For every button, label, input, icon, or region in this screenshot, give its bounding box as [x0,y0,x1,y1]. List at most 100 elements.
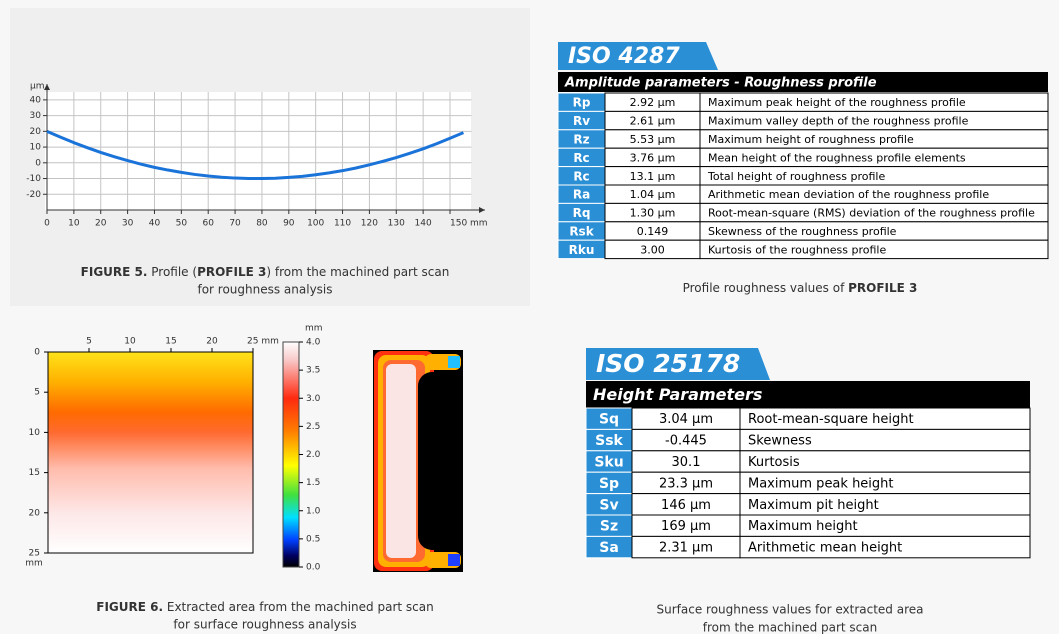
y-tick-label: -10 [26,174,41,184]
y-tick-label: 20 [29,508,41,518]
x-tick-label: 20 [95,219,107,229]
parameter-description: Maximum valley depth of the roughness pr… [708,115,969,128]
y-tick-label: 25 [29,549,40,559]
figure-caption: FIGURE 5. Profile (PROFILE 3) from the m… [81,265,450,279]
parameter-value: 3.00 [640,243,665,256]
colorbar-tick-label: 2.0 [306,450,321,460]
render-face [386,364,416,558]
parameter-value: 2.92 µm [630,96,676,109]
colorbar-tick-label: 4.0 [306,338,321,348]
parameter-symbol: Ssk [595,433,623,449]
y-tick-label: 10 [29,428,41,438]
x-tick-label: 120 [361,219,378,229]
parameter-symbol: Rq [573,206,591,220]
y-tick-label: 0 [35,158,41,168]
table-header: Amplitude parameters - Roughness profile [564,76,877,91]
table-caption: from the machined part scan [703,621,877,634]
parameter-value: 1.30 µm [630,207,676,220]
parameter-description: Total height of roughness profile [707,170,885,183]
parameter-symbol: Sv [599,497,618,513]
x-tick-label: 60 [202,219,214,229]
parameter-description: Maximum peak height [748,476,894,491]
parameter-description: Root-mean-square (RMS) deviation of the … [708,207,1035,220]
parameter-value: 146 µm [661,498,711,513]
parameter-symbol: Sku [594,455,623,471]
parameter-description: Skewness [748,434,812,449]
height-map [48,352,253,553]
parameter-description: Arithmetic mean deviation of the roughne… [708,188,989,201]
x-tick-label: 130 [388,219,405,229]
parameter-symbol: Sz [600,519,618,535]
parameter-symbol: Rc [573,151,589,165]
y-tick-label: 0 [34,348,40,358]
y-tick-label: 5 [34,388,40,398]
colorbar-tick-label: 3.5 [306,366,320,376]
parameter-description: Maximum pit height [748,498,879,513]
table-tab-label: ISO 4287 [568,44,680,69]
page-canvas: FIGURE 5. Profile (PROFILE 3) from the m… [0,0,1059,634]
x-tick-label: 110 [334,219,351,229]
parameter-description: Kurtosis [748,455,800,470]
parameter-description: Kurtosis of the roughness profile [708,243,886,256]
x-tick-label: 40 [149,219,161,229]
render-hole [418,372,462,550]
render-edge [448,356,460,368]
x-tick-label: 25 mm [247,337,279,347]
y-unit: mm [25,559,43,569]
colorbar-tick-label: 0.0 [306,563,321,573]
parameter-description: Root-mean-square height [748,412,914,427]
parameter-value: 5.53 µm [630,133,676,146]
caption-text: Profile roughness values of [683,281,849,295]
y-tick-label: 10 [30,143,42,153]
x-tick-label: 10 [124,337,136,347]
x-tick-label: 70 [229,219,241,229]
caption-line: for surface roughness analysis [173,618,356,632]
y-tick-label: 30 [30,111,42,121]
colorbar-unit: mm [305,324,323,334]
colorbar-tick-label: 1.0 [306,506,321,516]
caption-line: for roughness analysis [197,283,332,297]
parameter-value: 2.61 µm [630,115,676,128]
caption-text: ) from the machined part scan [266,265,449,279]
parameter-value: 13.1 µm [630,170,676,183]
caption-bold: PROFILE 3 [848,281,917,295]
caption-text: Extracted area from the machined part sc… [163,600,434,614]
x-tick-label: 80 [256,219,268,229]
x-tick-label: 50 [176,219,188,229]
parameter-value: 0.149 [637,225,669,238]
parameter-symbol: Rc [573,169,589,183]
table-caption: Surface roughness values for extracted a… [657,603,924,617]
parameter-value: 2.31 µm [659,541,713,556]
parameter-symbol: Rku [569,243,595,257]
table-header: Height Parameters [593,385,762,404]
y-tick-label: -20 [26,190,41,200]
x-tick-label: 5 [86,337,92,347]
x-tick-label: 15 [165,337,176,347]
y-tick-label: 20 [30,127,42,137]
parameter-value: 1.04 µm [630,188,676,201]
x-tick-label: 90 [283,219,295,229]
y-unit: µm [30,82,45,92]
caption-bold: PROFILE 3 [197,265,266,279]
parameter-description: Maximum height [748,519,858,534]
render-edge [448,554,460,566]
y-tick-label: 15 [29,468,40,478]
caption-label: FIGURE 5. [81,265,148,279]
x-tick-label: 10 [68,219,80,229]
parameter-description: Skewness of the roughness profile [708,225,897,238]
x-tick-label: 20 [206,337,218,347]
parameter-symbol: Rp [573,96,591,110]
colorbar-tick-label: 0.5 [306,534,320,544]
caption-label: FIGURE 6. [96,600,163,614]
parameter-value: 3.76 µm [630,151,676,164]
y-tick-label: 40 [30,95,42,105]
parameter-value: 3.04 µm [659,412,713,427]
figure-caption: FIGURE 6. Extracted area from the machin… [96,600,433,614]
caption-text: Profile ( [147,265,197,279]
parameter-value: 30.1 [672,455,701,470]
plot-area [45,92,471,210]
parameter-symbol: Sa [599,540,619,556]
parameter-symbol: Rv [573,114,590,128]
x-tick-label: 0 [44,219,50,229]
parameter-symbol: Sp [599,476,619,492]
